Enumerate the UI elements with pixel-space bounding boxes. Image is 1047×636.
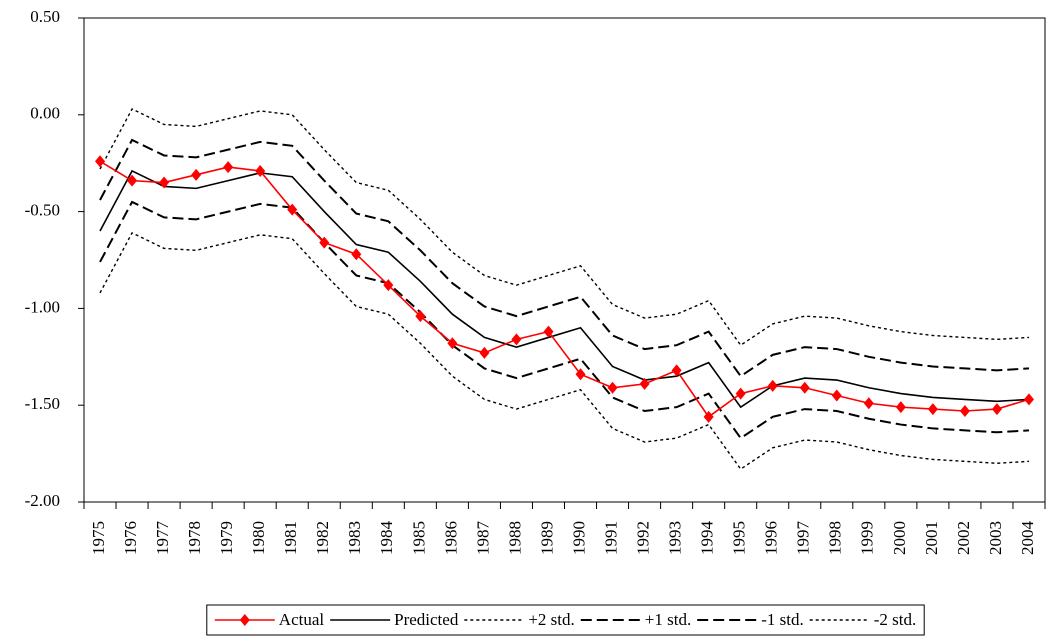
marker <box>703 410 714 423</box>
x-tick-label: 1986 <box>441 521 460 555</box>
series-line <box>99 200 1030 440</box>
x-tick-label: 1993 <box>666 521 685 555</box>
legend-label: Predicted <box>394 610 459 629</box>
series-line <box>99 138 1030 378</box>
x-tick-label: 1992 <box>633 521 652 555</box>
marker <box>127 174 138 187</box>
marker <box>959 405 970 418</box>
y-tick-label: -1.00 <box>25 297 60 316</box>
marker <box>511 333 522 346</box>
marker <box>767 379 778 392</box>
plot-frame <box>83 17 1046 503</box>
series-line <box>99 108 1030 347</box>
x-tick-label: 1990 <box>569 521 588 555</box>
legend-box <box>206 604 925 636</box>
marker <box>927 403 938 416</box>
x-tick-label: 2000 <box>890 521 909 555</box>
marker <box>895 401 906 414</box>
series-line <box>99 169 1030 409</box>
x-tick-label: 1979 <box>217 521 236 555</box>
y-tick-label: -0.50 <box>25 201 60 220</box>
x-tick-label: 1987 <box>473 521 492 556</box>
marker <box>223 161 234 174</box>
legend-label: -2 std. <box>874 610 917 629</box>
legend-label: +1 std. <box>645 610 691 629</box>
marker <box>607 381 618 394</box>
x-tick-label: 1982 <box>313 521 332 555</box>
x-tick-label: 1997 <box>794 521 813 556</box>
x-tick-label: 1984 <box>377 521 396 556</box>
marker <box>1023 393 1034 406</box>
y-tick-label: 0.00 <box>30 104 60 123</box>
marker <box>287 203 298 216</box>
x-tick-label: 1981 <box>281 521 300 555</box>
x-tick-label: 1977 <box>153 521 172 556</box>
legend-marker <box>239 614 250 626</box>
x-tick-label: 1983 <box>345 521 364 555</box>
legend-label: -1 std. <box>761 610 804 629</box>
marker <box>543 325 554 338</box>
x-tick-label: 2002 <box>954 521 973 555</box>
marker <box>991 403 1002 416</box>
x-tick-label: 1985 <box>409 521 428 555</box>
marker <box>159 176 170 189</box>
legend: Actual Predicted +2 std. +1 std. -1 std. -2 s… <box>206 604 925 636</box>
x-tick-label: 1978 <box>185 521 204 555</box>
legend-label: +2 std. <box>528 610 574 629</box>
x-tick-label: 2004 <box>1018 521 1037 556</box>
marker <box>351 248 362 261</box>
marker <box>447 337 458 350</box>
x-tick-label: 1995 <box>730 521 749 555</box>
marker <box>479 346 490 359</box>
series-line <box>99 231 1030 471</box>
marker <box>255 164 266 177</box>
y-tick-label: -1.50 <box>25 394 60 413</box>
marker <box>383 279 394 292</box>
x-tick-label: 1999 <box>858 521 877 555</box>
x-tick-label: 1989 <box>537 521 556 555</box>
series-line <box>99 160 1030 418</box>
x-tick-label: 1980 <box>249 521 268 555</box>
x-tick-label: 1975 <box>89 521 108 555</box>
x-tick-label: 2003 <box>986 521 1005 555</box>
marker <box>95 155 106 168</box>
marker <box>799 381 810 394</box>
x-tick-label: 1976 <box>121 521 140 555</box>
marker <box>191 168 202 181</box>
marker <box>831 389 842 402</box>
legend-label: Actual <box>279 610 325 629</box>
marker <box>671 364 682 377</box>
marker <box>639 377 650 390</box>
marker <box>319 236 330 249</box>
x-tick-label: 1994 <box>698 521 717 556</box>
marker <box>575 368 586 381</box>
x-tick-label: 1991 <box>601 521 620 555</box>
x-tick-label: 1998 <box>826 521 845 555</box>
y-tick-label: 0.50 <box>30 7 60 26</box>
x-tick-label: 2001 <box>922 521 941 555</box>
marker <box>415 310 426 323</box>
x-tick-label: 1988 <box>505 521 524 555</box>
y-tick-label: -2.00 <box>25 491 60 510</box>
marker <box>735 387 746 400</box>
x-tick-label: 1996 <box>762 521 781 555</box>
marker <box>863 397 874 410</box>
